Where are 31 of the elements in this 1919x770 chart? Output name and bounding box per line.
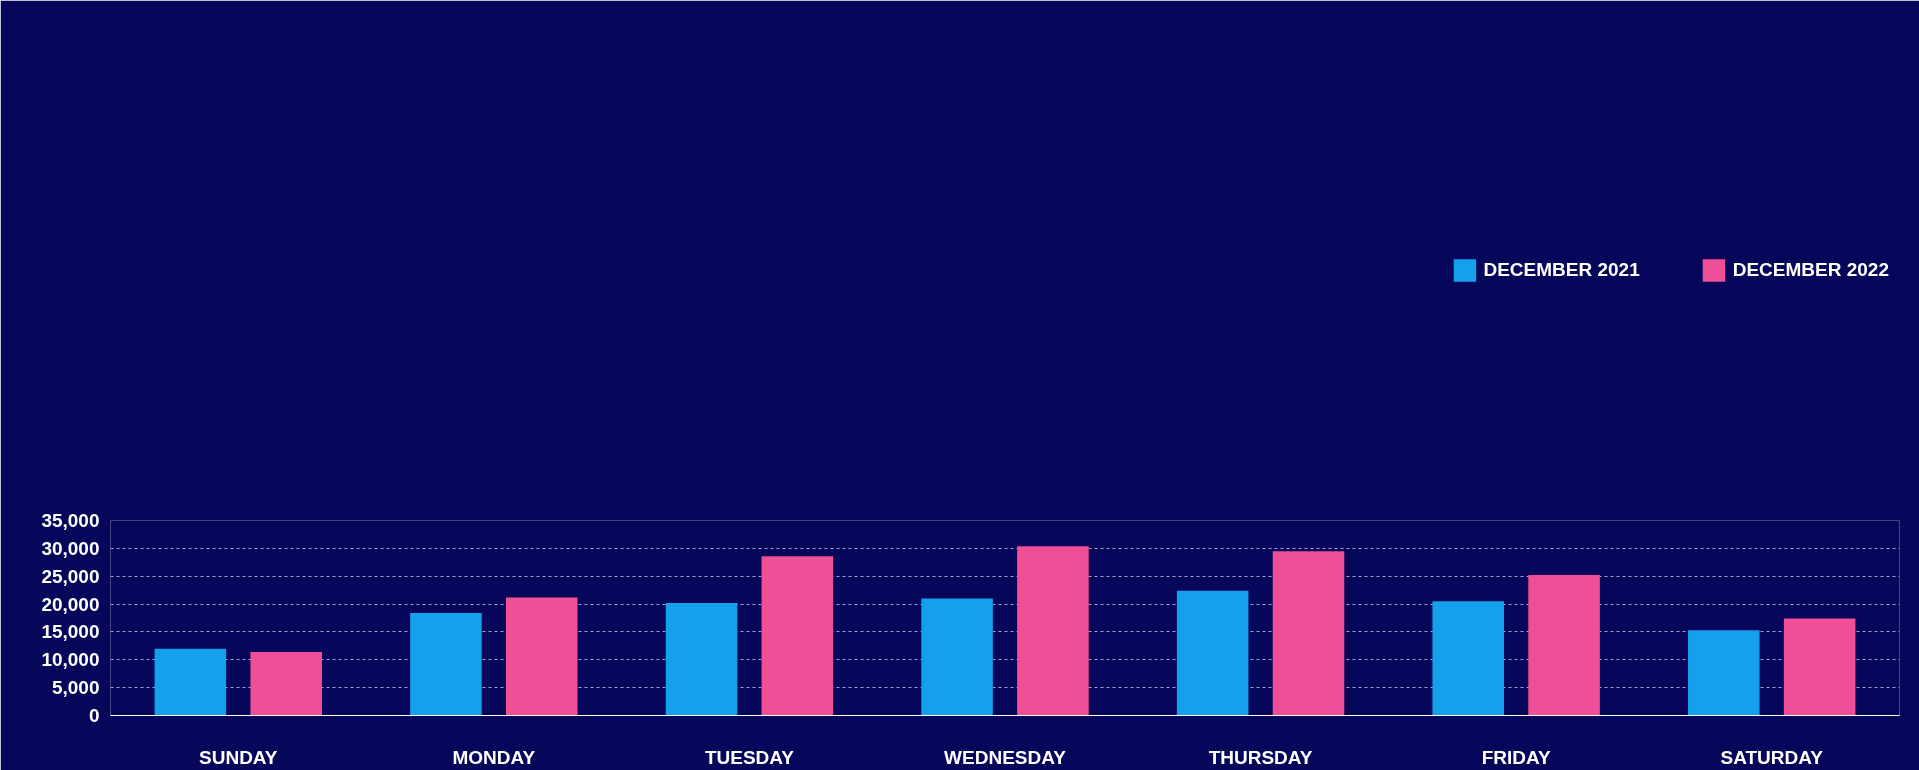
bar xyxy=(1432,601,1504,716)
x-tick-label: SUNDAY xyxy=(199,746,278,768)
bar xyxy=(761,556,834,716)
y-tick-label: 10,000 xyxy=(41,649,100,671)
bar xyxy=(1272,551,1345,716)
bar xyxy=(921,598,993,716)
bar xyxy=(506,597,578,716)
bar xyxy=(665,602,738,716)
x-tick-label: WEDNESDAY xyxy=(944,746,1067,768)
y-tick-label: 15,000 xyxy=(41,621,100,643)
y-tick-label: 30,000 xyxy=(41,537,100,559)
y-tick-label: 0 xyxy=(88,705,100,726)
bar xyxy=(1783,618,1856,716)
y-tick-label: 25,000 xyxy=(41,565,100,587)
bar xyxy=(250,651,322,716)
bar xyxy=(1017,546,1089,716)
x-tick-label: THURSDAY xyxy=(1208,746,1313,768)
x-tick-label: SATURDAY xyxy=(1720,746,1824,768)
bar xyxy=(1528,575,1600,716)
bar xyxy=(154,648,227,716)
x-tick-label: TUESDAY xyxy=(704,746,795,768)
x-tick-label: MONDAY xyxy=(452,746,536,768)
legend-label: DECEMBER 2022 xyxy=(1732,259,1889,281)
y-tick-label: 5,000 xyxy=(51,677,100,699)
y-tick-label: 20,000 xyxy=(41,593,100,615)
x-tick-label: FRIDAY xyxy=(1481,746,1551,768)
y-tick-label: 35,000 xyxy=(41,510,100,531)
legend-label: DECEMBER 2021 xyxy=(1483,259,1640,281)
bar xyxy=(410,612,482,716)
bar xyxy=(1688,630,1760,716)
bar xyxy=(1176,590,1249,716)
